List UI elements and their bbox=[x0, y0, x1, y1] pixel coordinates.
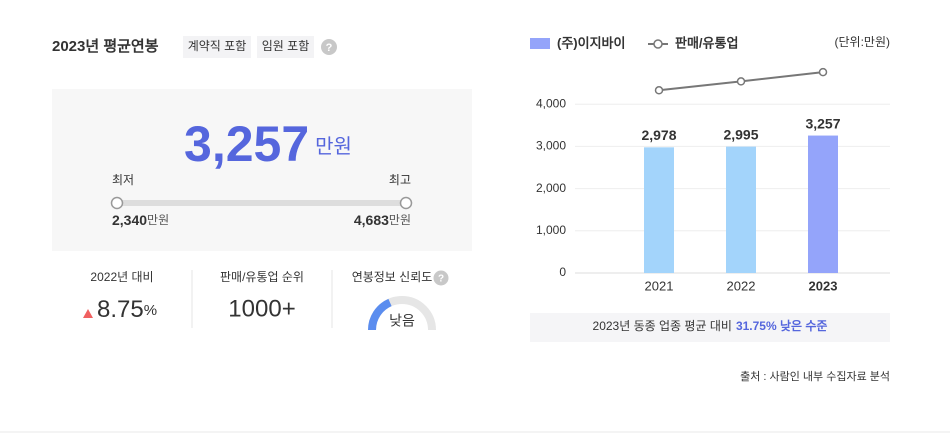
help-icon[interactable] bbox=[321, 39, 337, 55]
y-tick-label: 3,000 bbox=[536, 139, 566, 153]
value-label: 2,978 bbox=[641, 127, 676, 143]
help-icon[interactable] bbox=[433, 270, 449, 286]
value-label: 3,257 bbox=[805, 115, 840, 131]
gauge-fill bbox=[368, 298, 392, 331]
line-marker bbox=[818, 67, 828, 77]
line-marker bbox=[654, 86, 664, 95]
bar bbox=[726, 146, 756, 273]
title: 2023년 평균연봉 bbox=[52, 37, 159, 55]
stat-label: 판매/유통업 순위 bbox=[220, 270, 304, 284]
max-value: 4,683 bbox=[354, 212, 389, 228]
summary-box bbox=[52, 89, 472, 251]
stat-number: 8.75 bbox=[97, 296, 144, 323]
y-tick-label: 0 bbox=[559, 265, 566, 279]
up-arrow bbox=[83, 309, 93, 318]
bar bbox=[644, 147, 674, 273]
help-icon-glyph: ? bbox=[326, 42, 333, 54]
stat-label: 2022년 대비 bbox=[90, 270, 153, 284]
range-knob bbox=[399, 196, 413, 210]
tag: 임원 포함 bbox=[262, 39, 310, 53]
comparison-highlight: 31.75% 낮은 수준 bbox=[736, 318, 828, 333]
chart: 0 1,000 2,000 3,000 4,000 (단위:만원) (주)이지바이 판매/유통… bbox=[530, 35, 890, 293]
range-knob bbox=[110, 196, 124, 210]
comparison: 2023년 동종 업종 평균 대비 31.75% 낮은 수준 bbox=[593, 318, 828, 333]
max-salary: 4,683만원 bbox=[354, 212, 411, 228]
min-unit: 만원 bbox=[147, 213, 169, 227]
min-value: 2,340 bbox=[112, 212, 147, 228]
value-label: 2,995 bbox=[723, 126, 758, 142]
x-tick-label: 2023 bbox=[809, 278, 838, 293]
stat-label: 연봉정보 신뢰도 bbox=[352, 270, 433, 284]
y-tick-label: 4,000 bbox=[536, 96, 566, 110]
avg-value: 3,257 bbox=[184, 116, 309, 172]
comparison-box bbox=[530, 313, 890, 342]
line-marker bbox=[736, 77, 746, 86]
source: 출처 : 사람인 내부 수집자료 분석 bbox=[740, 370, 890, 383]
x-tick-label: 2021 bbox=[645, 278, 674, 293]
tag: 계약직 포함 bbox=[188, 38, 247, 53]
stat-value: 8.75% bbox=[97, 296, 157, 323]
tag-bg bbox=[257, 36, 314, 58]
stat-value: 1000+ bbox=[228, 295, 295, 322]
legend-swatch bbox=[530, 38, 550, 49]
bar bbox=[808, 135, 838, 273]
avg-salary: 3,257 만원 bbox=[184, 116, 352, 172]
min-label: 최저 bbox=[112, 173, 134, 187]
comparison-text: 2023년 동종 업종 평균 대비 bbox=[593, 319, 732, 333]
legend-marker bbox=[653, 39, 663, 49]
unit-note: (단위:만원) bbox=[835, 35, 891, 49]
max-unit: 만원 bbox=[389, 213, 411, 227]
max-label: 최고 bbox=[389, 173, 411, 187]
y-tick-label: 2,000 bbox=[536, 181, 566, 195]
tag-bg bbox=[183, 36, 251, 58]
stat-unit: % bbox=[144, 302, 157, 319]
legend-label: 판매/유통업 bbox=[675, 35, 738, 50]
min-salary: 2,340만원 bbox=[112, 212, 169, 228]
legend-label: (주)이지바이 bbox=[557, 35, 625, 50]
x-tick-label: 2022 bbox=[727, 278, 756, 293]
y-tick-label: 1,000 bbox=[536, 223, 566, 237]
help-icon-glyph: ? bbox=[438, 274, 444, 285]
avg-unit: 만원 bbox=[315, 135, 352, 158]
gauge-label: 낮음 bbox=[389, 313, 415, 329]
